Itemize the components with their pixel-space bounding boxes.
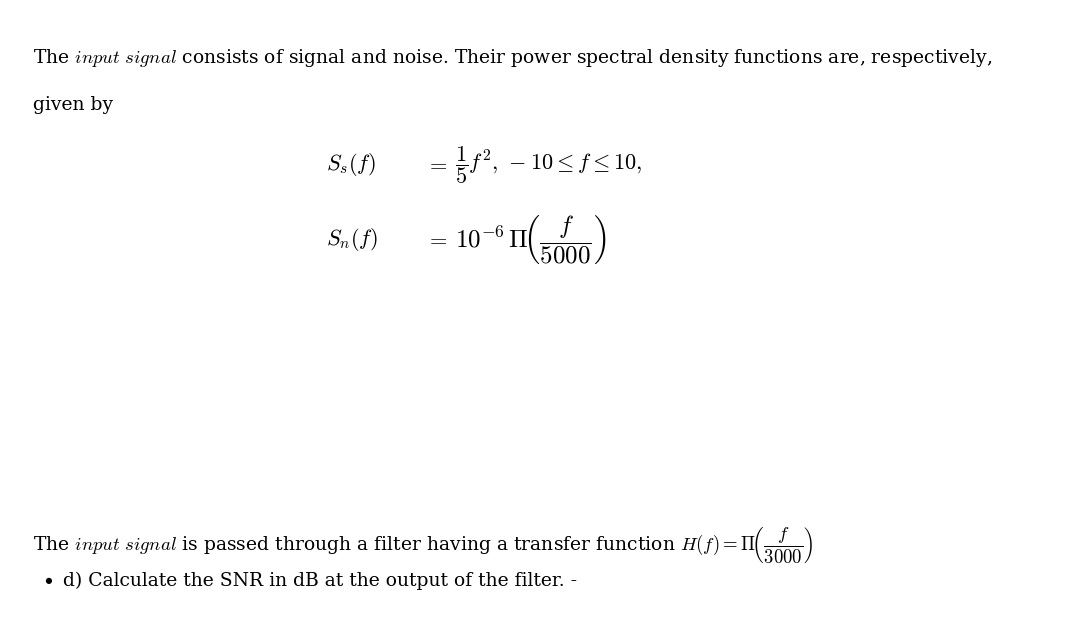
Text: $\dfrac{1}{5}f^2,\,-10 \leq f \leq 10,$: $\dfrac{1}{5}f^2,\,-10 \leq f \leq 10,$ — [455, 143, 642, 186]
Text: The $\mathit{input\ signal}$ consists of signal and noise. Their power spectral : The $\mathit{input\ signal}$ consists of… — [33, 47, 992, 68]
Text: $=$: $=$ — [426, 153, 448, 176]
Text: $10^{-6}\,\Pi\!\left(\dfrac{f}{5000}\right)$: $10^{-6}\,\Pi\!\left(\dfrac{f}{5000}\rig… — [455, 212, 606, 266]
Text: The $\mathit{input\ signal}$ is passed through a filter having a transfer functi: The $\mathit{input\ signal}$ is passed t… — [33, 525, 813, 564]
Text: $\bullet$: $\bullet$ — [44, 571, 52, 588]
Text: $=$: $=$ — [426, 228, 448, 250]
Text: d) Calculate the SNR in dB at the output of the filter. -: d) Calculate the SNR in dB at the output… — [63, 571, 578, 589]
Text: $S_n(f)$: $S_n(f)$ — [326, 225, 379, 253]
Text: given by: given by — [33, 96, 113, 114]
Text: $S_s(f)$: $S_s(f)$ — [326, 151, 376, 178]
